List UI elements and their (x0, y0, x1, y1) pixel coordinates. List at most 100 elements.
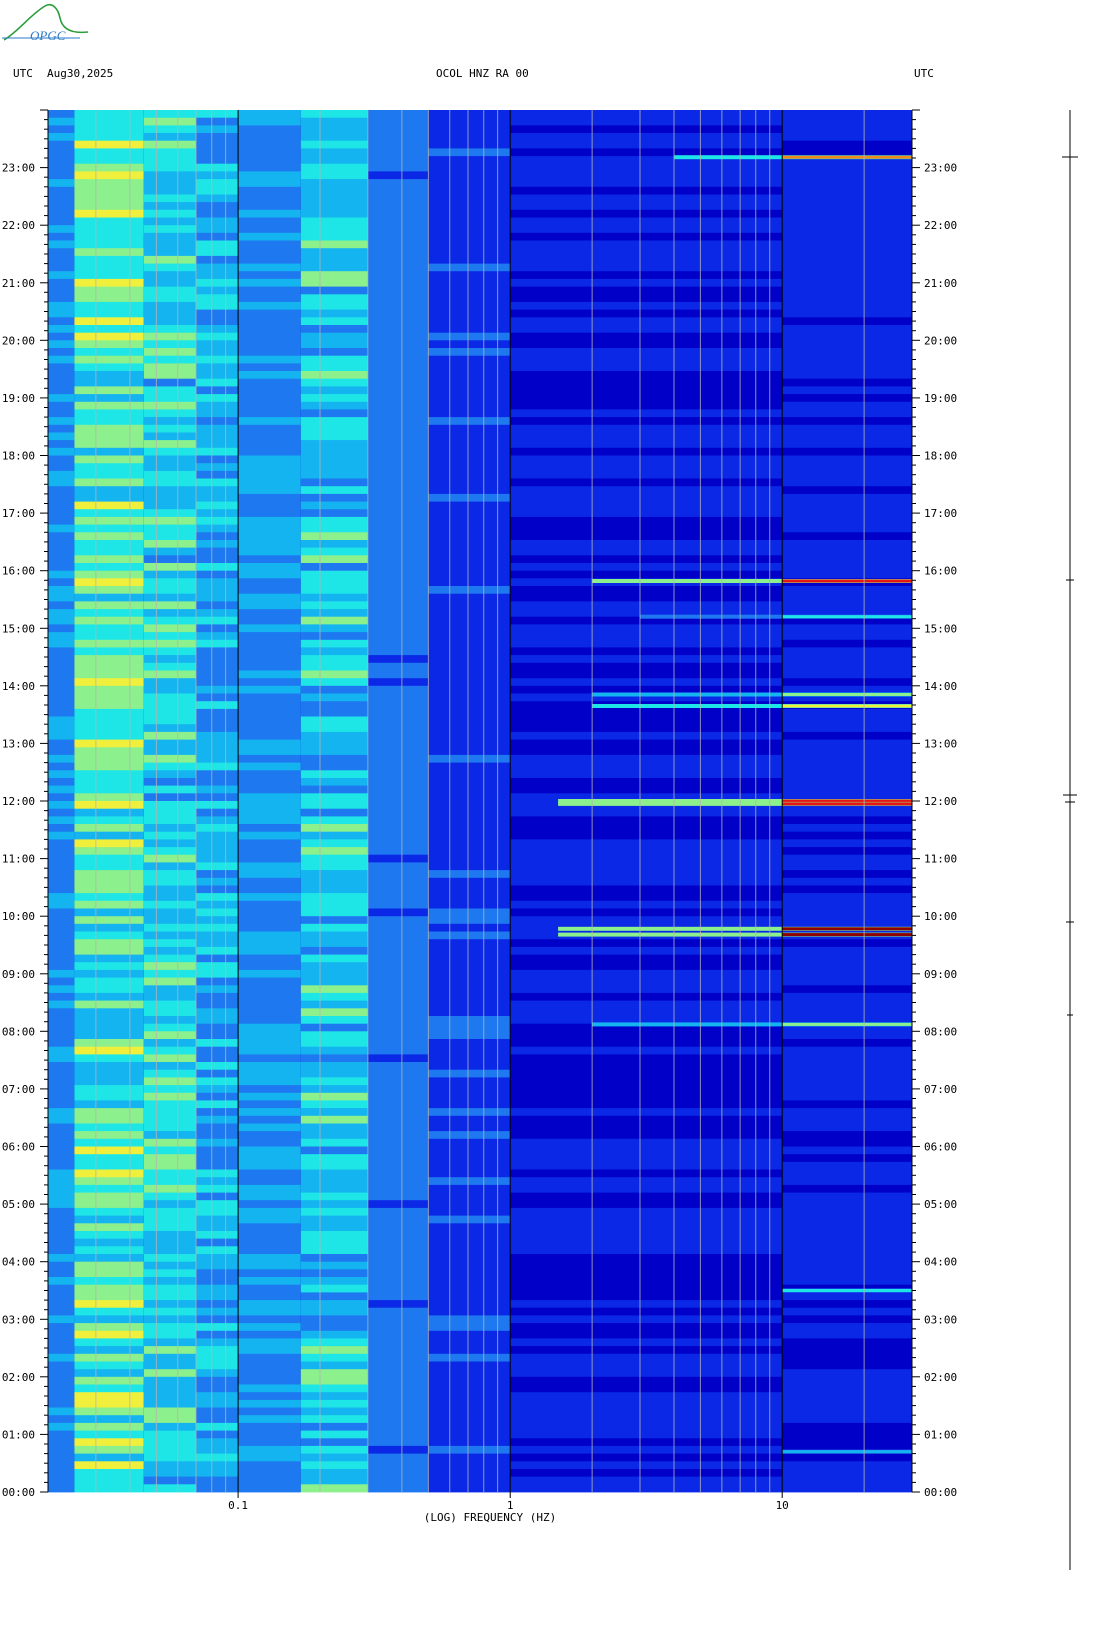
spectrogram-cell (48, 156, 75, 165)
spectrogram-cell (143, 493, 196, 502)
spectrogram-cell (367, 1169, 429, 1178)
spectrogram-cell (300, 1169, 368, 1178)
spectrogram-cell (367, 1269, 429, 1278)
y-tick-label-left: 04:00 (2, 1256, 35, 1269)
spectrogram-cell (782, 547, 912, 556)
spectrogram-cell (300, 309, 368, 318)
spectrogram-cell (48, 578, 75, 587)
spectrogram-cell (367, 286, 429, 295)
spectrogram-cell (238, 1407, 301, 1416)
spectrogram-cell (367, 1369, 429, 1378)
spectrogram-cell (300, 1407, 368, 1416)
spectrogram-cell (782, 493, 912, 502)
spectrogram-cell (48, 862, 75, 871)
spectrogram-cell (74, 908, 144, 917)
spectrogram-cell (74, 1415, 144, 1424)
spectrogram-cell (74, 1123, 144, 1132)
spectrogram-cell (238, 232, 301, 241)
spectrogram-cell (74, 1008, 144, 1017)
spectrogram-cell (238, 1131, 301, 1140)
spectrogram-cell (510, 171, 783, 180)
spectrogram-cell (238, 685, 301, 694)
spectrogram-cell (143, 1077, 196, 1086)
spectrogram-cell (428, 900, 511, 909)
spectrogram-cell (367, 263, 429, 272)
spectrogram-cell (196, 463, 239, 472)
spectrogram-cell (48, 386, 75, 395)
spectrogram-cell (300, 639, 368, 648)
spectrogram-cell (782, 731, 912, 740)
spectrogram-cell (428, 440, 511, 449)
spectrogram-cell (74, 225, 144, 234)
spectrogram-cell (510, 601, 783, 610)
spectrogram-cell (510, 1415, 783, 1424)
spectrogram-cell (238, 1476, 301, 1485)
spectrogram-cell (300, 747, 368, 756)
spectrogram-cell (196, 1438, 239, 1447)
spectrogram-cell (74, 900, 144, 909)
spectrogram-cell (74, 747, 144, 756)
spectrogram-cell (300, 1031, 368, 1040)
spectrogram-cell (367, 209, 429, 218)
spectrogram-cell (428, 1415, 511, 1424)
spectrogram-cell (196, 271, 239, 280)
spectrogram-cell (196, 340, 239, 349)
spectrogram-cell (428, 1384, 511, 1393)
spectrogram-cell (48, 1023, 75, 1032)
spectrogram-cell (238, 1445, 301, 1454)
spectrogram-cell (143, 194, 196, 203)
spectrogram-cell (300, 1307, 368, 1316)
spectrogram-cell (428, 1161, 511, 1170)
spectrogram-cell (74, 770, 144, 779)
spectrogram-cell (300, 140, 368, 149)
spectrogram-cell (510, 1330, 783, 1339)
spectrogram-cell (510, 593, 783, 602)
spectrogram-cell (782, 1008, 912, 1017)
spectrogram-cell (196, 1430, 239, 1439)
spectrogram-cell (143, 1161, 196, 1170)
spectrogram-cell (48, 1422, 75, 1431)
spectrogram-cell (428, 317, 511, 326)
spectrogram-cell (196, 770, 239, 779)
spectrogram-cell (510, 1453, 783, 1462)
spectrogram-cell (428, 156, 511, 165)
spectrogram-cell (367, 1023, 429, 1032)
logo-text: OPGC (30, 28, 66, 43)
spectrogram-cell (74, 1323, 144, 1332)
spectrogram-cell (143, 1246, 196, 1255)
spectrogram-cell (300, 770, 368, 779)
spectrogram-cell (196, 440, 239, 449)
spectrogram-cell (300, 977, 368, 986)
spectrogram-cell (782, 1430, 912, 1439)
spectrogram-cell (510, 1277, 783, 1286)
spectrogram-cell (782, 417, 912, 426)
spectrogram-cell (238, 117, 301, 126)
spectrogram-cell (428, 386, 511, 395)
spectrogram-cell (238, 1069, 301, 1078)
spectrogram-cell (48, 286, 75, 295)
spectrogram-cell (196, 1154, 239, 1163)
spectrogram-cell (782, 486, 912, 495)
spectrogram-cell (367, 1039, 429, 1048)
spectrogram-cell (143, 371, 196, 380)
spectrogram-cell (48, 271, 75, 280)
x-tick-label: 10 (776, 1499, 789, 1512)
spectrogram-cell (510, 1246, 783, 1255)
spectrogram-cell (367, 1146, 429, 1155)
spectrogram-cell (143, 946, 196, 955)
spectrogram-cell (48, 463, 75, 472)
spectrogram-cell (782, 278, 912, 287)
spectrogram-cell (74, 1238, 144, 1247)
spectrogram-cell (510, 470, 783, 479)
spectrogram-cell (48, 555, 75, 564)
spectrogram-cell (196, 839, 239, 848)
spectrogram-cell (143, 639, 196, 648)
energy-event-band (558, 799, 912, 803)
spectrogram-cell (74, 524, 144, 533)
spectrogram-cell (238, 355, 301, 364)
spectrogram-cell (48, 923, 75, 932)
spectrogram-cell (238, 409, 301, 418)
spectrogram-cell (510, 816, 783, 825)
spectrogram-cell (143, 593, 196, 602)
spectrogram-cell (510, 509, 783, 518)
